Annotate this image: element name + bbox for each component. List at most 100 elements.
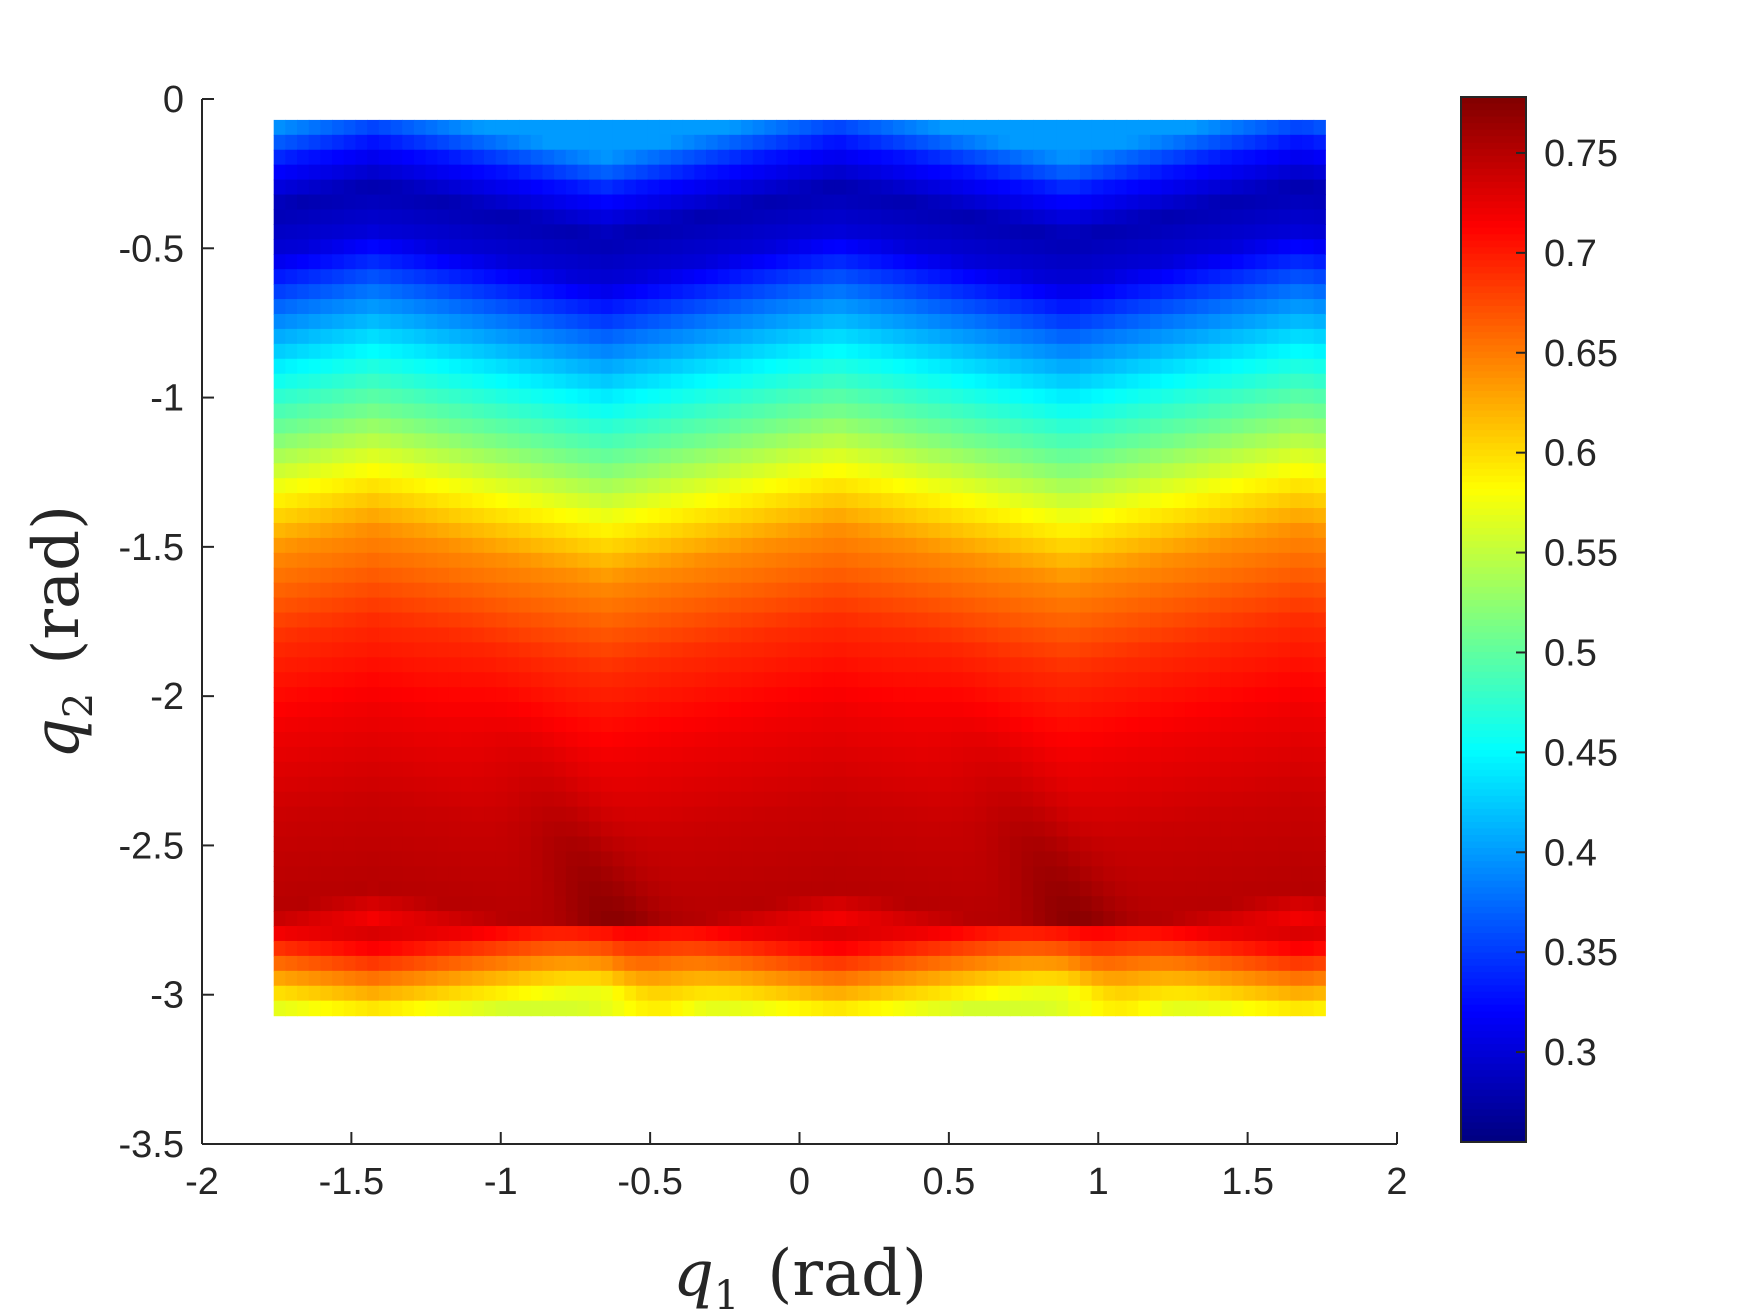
heatmap-cell (1056, 806, 1069, 823)
heatmap-cell (1196, 597, 1210, 614)
heatmap-cell (1033, 403, 1046, 420)
heatmap-cell (1009, 269, 1023, 285)
heatmap-cell (565, 254, 579, 270)
heatmap-cell (1079, 522, 1093, 539)
heatmap-cell (963, 328, 976, 345)
heatmap-cell (1196, 254, 1210, 270)
heatmap-cell (285, 522, 298, 539)
heatmap-cell (869, 358, 882, 375)
heatmap-cell (1126, 687, 1139, 703)
heatmap-cell (834, 537, 847, 554)
heatmap-cell (834, 612, 847, 629)
heatmap-cell (1208, 672, 1221, 688)
heatmap-cell (273, 284, 286, 300)
heatmap-cell (285, 642, 298, 658)
heatmap-cell (612, 448, 625, 464)
heatmap-cell (659, 358, 672, 375)
heatmap-cell (974, 388, 988, 405)
heatmap-cell (1150, 119, 1163, 136)
heatmap-cell (1033, 537, 1046, 554)
heatmap-cell (1126, 926, 1139, 942)
heatmap-cell (308, 627, 322, 643)
heatmap-cell (1033, 388, 1046, 405)
heatmap-cell (1255, 896, 1268, 912)
heatmap-cell (413, 433, 427, 449)
heatmap-cell (659, 672, 672, 688)
heatmap-cell (1208, 926, 1221, 942)
heatmap-cell (320, 731, 333, 748)
heatmap-cell (1021, 537, 1034, 554)
heatmap-cell (507, 567, 520, 584)
heatmap-cell (1220, 582, 1233, 599)
heatmap-cell (682, 687, 695, 703)
heatmap-cell (355, 642, 368, 658)
heatmap-cell (846, 284, 859, 300)
heatmap-cell (577, 254, 590, 270)
heatmap-cell (822, 299, 836, 315)
heatmap-cell (1056, 328, 1069, 345)
heatmap-cell (881, 866, 894, 882)
heatmap-cell (530, 866, 544, 882)
heatmap-cell (437, 537, 450, 554)
heatmap-cell (402, 149, 415, 166)
heatmap-cell (297, 761, 310, 778)
heatmap-cell (1266, 597, 1280, 614)
heatmap-cell (1068, 269, 1081, 285)
heatmap-cell (355, 179, 368, 196)
heatmap-cell (822, 567, 836, 584)
heatmap-cell (1009, 642, 1023, 658)
heatmap-cell (986, 388, 999, 405)
heatmap-cell (472, 209, 485, 225)
heatmap-cell (332, 612, 345, 629)
heatmap-cell (846, 627, 859, 643)
heatmap-cell (600, 746, 614, 763)
heatmap-cell (577, 552, 590, 569)
heatmap-cell (1161, 672, 1174, 688)
heatmap-cell (939, 149, 952, 166)
heatmap-cell (1290, 254, 1303, 270)
heatmap-cell (1290, 119, 1303, 136)
heatmap-cell (916, 582, 929, 599)
heatmap-cell (1278, 821, 1291, 838)
heatmap-cell (1114, 911, 1128, 927)
heatmap-cell (834, 269, 847, 285)
heatmap-cell (1138, 239, 1151, 255)
heatmap-cell (1044, 254, 1058, 270)
heatmap-cell (367, 388, 380, 405)
heatmap-cell (437, 612, 450, 629)
heatmap-cell (1079, 687, 1093, 703)
heatmap-cell (1056, 343, 1069, 360)
heatmap-cell (951, 537, 964, 554)
heatmap-cell (974, 478, 988, 494)
heatmap-cell (507, 702, 520, 718)
heatmap-cell (1173, 269, 1186, 285)
heatmap-cell (612, 642, 625, 658)
heatmap-cell (472, 358, 485, 375)
heatmap-cell (1056, 119, 1069, 136)
heatmap-cell (752, 806, 766, 823)
heatmap-cell (951, 836, 964, 852)
heatmap-cell (974, 746, 988, 763)
heatmap-cell (846, 731, 859, 748)
heatmap-cell (1068, 896, 1081, 912)
heatmap-cell (892, 612, 906, 629)
heatmap-cell (285, 508, 298, 524)
heatmap-cell (612, 328, 625, 345)
heatmap-cell (951, 254, 964, 270)
heatmap-cell (986, 299, 999, 315)
heatmap-cell (939, 343, 952, 360)
heatmap-cell (308, 552, 322, 569)
heatmap-cell (577, 926, 590, 942)
heatmap-cell (484, 388, 497, 405)
heatmap-cell (472, 463, 485, 479)
heatmap-cell (1231, 328, 1245, 345)
heatmap-cell (670, 851, 684, 867)
heatmap-cell (799, 552, 812, 569)
heatmap-cell (1208, 373, 1221, 390)
heatmap-cell (554, 717, 567, 733)
heatmap-cell (869, 269, 882, 285)
heatmap-cell (1056, 493, 1069, 509)
heatmap-cell (776, 463, 789, 479)
heatmap-cell (1150, 373, 1163, 390)
heatmap-cell (670, 791, 684, 808)
